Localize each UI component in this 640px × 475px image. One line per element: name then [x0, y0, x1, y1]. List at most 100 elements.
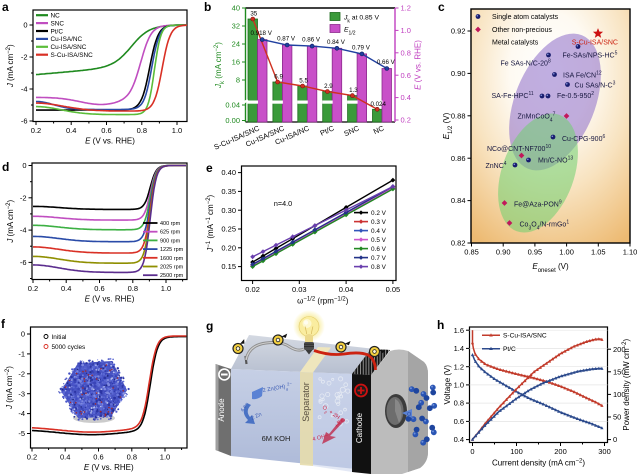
svg-text:-2: -2: [20, 193, 27, 202]
svg-text:NC: NC: [51, 13, 61, 20]
svg-text:Jk (mA cm−2): Jk (mA cm−2): [214, 42, 226, 89]
svg-text:Cu-ISA/NC: Cu-ISA/NC: [51, 36, 83, 43]
svg-text:Pt/C: Pt/C: [503, 346, 516, 353]
svg-text:S-Cu-ISA/SNC: S-Cu-ISA/SNC: [51, 52, 94, 59]
svg-text:200: 200: [554, 447, 567, 456]
svg-text:0.8 V: 0.8 V: [371, 264, 387, 271]
svg-text:S-Cu-ISA/SNC: S-Cu-ISA/SNC: [503, 333, 547, 340]
svg-text:5000 cycles: 5000 cycles: [52, 344, 86, 351]
svg-text:0.35: 0.35: [221, 187, 236, 196]
svg-text:E (V vs. RHE): E (V vs. RHE): [414, 40, 423, 90]
svg-text:35: 35: [250, 11, 257, 18]
svg-text:Pt/C: Pt/C: [51, 28, 64, 35]
svg-text:0: 0: [22, 161, 26, 170]
svg-text:2 Zn: 2 Zn: [250, 412, 263, 422]
svg-text:0.02: 0.02: [245, 285, 260, 294]
svg-text:O2: O2: [407, 412, 414, 420]
svg-text:Cu-ISA/SNC: Cu-ISA/SNC: [51, 44, 87, 51]
svg-text:0.8: 0.8: [127, 453, 137, 462]
svg-text:6M KOH: 6M KOH: [262, 434, 291, 443]
svg-text:Fe-SAs/NPS-HC5: Fe-SAs/NPS-HC5: [563, 51, 618, 60]
svg-text:1.0: 1.0: [161, 284, 171, 293]
svg-text:24: 24: [232, 40, 240, 49]
svg-text:Eoneset (V): Eoneset (V): [532, 262, 569, 274]
svg-text:J (mA cm−2): J (mA cm−2): [6, 199, 15, 243]
svg-text:Metal catalysts: Metal catalysts: [492, 40, 539, 47]
svg-text:0.84 V: 0.84 V: [327, 39, 346, 46]
svg-text:1600 rpm: 1600 rpm: [160, 256, 184, 262]
svg-text:0.40: 0.40: [221, 168, 236, 177]
svg-text:2025 rpm: 2025 rpm: [160, 265, 184, 271]
svg-text:0.05: 0.05: [386, 285, 401, 294]
svg-text:1.2: 1.2: [401, 4, 411, 13]
svg-text:4 e−: 4 e−: [240, 401, 250, 413]
svg-text:J (mA cm−2): J (mA cm−2): [5, 366, 14, 410]
svg-text:0.15: 0.15: [221, 262, 236, 271]
svg-text:0.03: 0.03: [292, 285, 307, 294]
svg-text:0.2 V: 0.2 V: [371, 210, 387, 217]
svg-text:e: e: [206, 161, 213, 175]
svg-text:40: 40: [232, 4, 240, 13]
svg-text:Mn/C-NO13: Mn/C-NO13: [538, 156, 573, 165]
svg-text:1.0: 1.0: [160, 453, 170, 462]
svg-text:SNC: SNC: [51, 20, 65, 27]
svg-text:n=4.0: n=4.0: [274, 199, 292, 208]
svg-text:0.4: 0.4: [66, 126, 76, 135]
svg-text:a: a: [2, 0, 9, 14]
svg-text:Fe SAs-N/C-208: Fe SAs-N/C-208: [501, 59, 551, 68]
svg-text:0.8: 0.8: [454, 399, 464, 408]
svg-text:Initial: Initial: [52, 334, 67, 341]
svg-text:S-Cu-ISA/SNC: S-Cu-ISA/SNC: [572, 40, 618, 47]
svg-text:0.8: 0.8: [137, 126, 147, 135]
svg-text:-4: -4: [21, 85, 28, 94]
svg-text:SA-Fe-HPC11: SA-Fe-HPC11: [492, 91, 534, 100]
svg-text:1.0: 1.0: [454, 381, 464, 390]
svg-text:0.024: 0.024: [370, 101, 386, 108]
svg-text:0.04: 0.04: [225, 101, 240, 110]
svg-text:0.66 V: 0.66 V: [377, 59, 396, 66]
svg-text:0.84: 0.84: [451, 196, 466, 205]
svg-text:f: f: [1, 317, 6, 331]
svg-text:0.82: 0.82: [451, 239, 466, 248]
svg-text:E (V vs. RHE): E (V vs. RHE): [85, 295, 135, 304]
svg-text:1225 rpm: 1225 rpm: [160, 247, 184, 253]
svg-text:1.4: 1.4: [454, 344, 464, 353]
svg-text:0.90: 0.90: [496, 248, 511, 257]
svg-text:0.20: 0.20: [221, 243, 236, 252]
svg-text:0.8: 0.8: [128, 284, 138, 293]
svg-text:0.86 V: 0.86 V: [302, 37, 321, 44]
svg-text:-2: -2: [18, 369, 25, 378]
svg-text:1.2: 1.2: [454, 362, 464, 371]
svg-text:0.6: 0.6: [94, 284, 104, 293]
svg-text:b: b: [204, 0, 211, 14]
svg-text:0.04: 0.04: [339, 285, 354, 294]
svg-text:50: 50: [613, 413, 621, 422]
svg-text:0.90: 0.90: [451, 69, 466, 78]
svg-text:6.9: 6.9: [274, 74, 283, 81]
svg-text:1.10: 1.10: [623, 248, 638, 257]
svg-text:0.4: 0.4: [60, 453, 70, 462]
svg-text:-3: -3: [18, 389, 25, 398]
svg-text:0: 0: [23, 21, 27, 30]
svg-text:g: g: [206, 319, 213, 333]
svg-text:0.87 V: 0.87 V: [277, 36, 296, 43]
svg-text:Cathode: Cathode: [355, 412, 364, 443]
svg-text:Anode: Anode: [217, 398, 226, 422]
svg-text:Other non-precious: Other non-precious: [492, 27, 552, 34]
svg-text:0: 0: [613, 435, 617, 444]
svg-text:300: 300: [598, 447, 611, 456]
svg-text:0.2: 0.2: [28, 284, 38, 293]
svg-text:0.4 V: 0.4 V: [371, 228, 387, 235]
svg-text:0.6 V: 0.6 V: [371, 246, 387, 253]
svg-text:-4: -4: [18, 409, 25, 418]
svg-text:2500 rpm: 2500 rpm: [160, 273, 184, 279]
svg-text:16: 16: [232, 58, 240, 67]
svg-text:Voltage (V): Voltage (V): [443, 365, 452, 405]
svg-text:h: h: [437, 318, 444, 332]
svg-text:0.00: 0.00: [225, 116, 240, 125]
svg-text:Cu SAs/N-C3: Cu SAs/N-C3: [575, 81, 616, 90]
svg-text:Single atom catalysts: Single atom catalysts: [492, 14, 559, 21]
svg-text:1.0: 1.0: [401, 26, 411, 35]
svg-text:0: 0: [470, 447, 474, 456]
svg-text:J (mA cm−2): J (mA cm−2): [6, 44, 15, 88]
